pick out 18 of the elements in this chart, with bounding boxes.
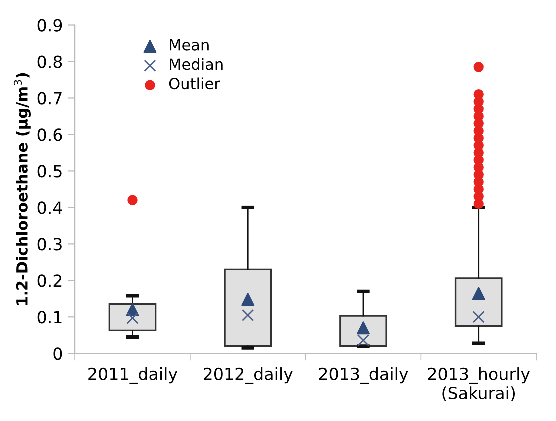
y-tick-label: 0.9 [38,19,62,32]
x-tick-label: 2013_hourly (Sakurai) [428,368,530,402]
y-tick-label: 0.8 [38,56,62,68]
y-tick-label: 0 [54,348,62,360]
legend-label: Mean [170,39,209,51]
y-tick-label: 0.1 [38,311,62,324]
y-tick-label: 0.2 [38,274,62,288]
legend-label: Outlier [169,78,220,90]
y-tick-label: 0.7 [38,92,62,105]
legend-label: Median [170,58,223,70]
y-tick-label: 0.4 [38,202,62,214]
x-tick-label: 2012_daily [204,368,293,384]
y-tick-label: 0.5 [38,165,62,178]
x-tick-label: 2013_daily [319,368,408,384]
y-tick-label: 0.3 [38,238,62,251]
y-axis-title: 1.2-Dichloroethane (µg/m$^{3}$) [14,73,32,306]
y-tick-label: 0.6 [38,128,62,142]
x-tick-label: 2011_daily [88,368,178,384]
